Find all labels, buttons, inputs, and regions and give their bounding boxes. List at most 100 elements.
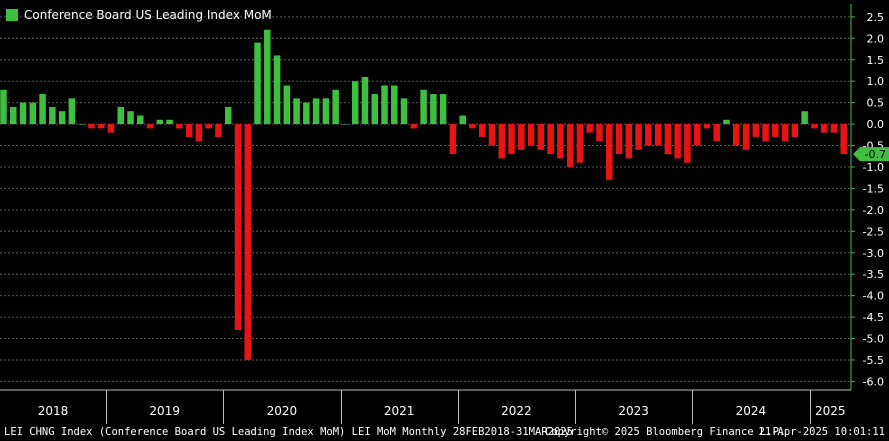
bar [381, 85, 388, 125]
bar [97, 124, 105, 129]
bar [185, 124, 193, 137]
bar [772, 124, 779, 137]
y-tick-label: -5.0 [863, 333, 884, 346]
bar [508, 124, 515, 155]
y-tick-label: 0.0 [867, 118, 885, 131]
y-tick-label: -5.5 [863, 354, 884, 367]
last-value-tag [853, 147, 889, 162]
bar [674, 124, 681, 159]
bar [684, 124, 691, 163]
bar [176, 124, 183, 129]
bar [195, 124, 203, 142]
bar [303, 102, 310, 125]
bar [527, 124, 535, 146]
y-tick-label: -2.5 [863, 225, 884, 238]
bar [801, 111, 808, 125]
y-tick-label: 0.5 [867, 97, 885, 110]
chart-footer: LEI CHNG Index (Conference Board US Lead… [0, 426, 889, 441]
bar [820, 124, 828, 133]
x-tick-label: 2019 [149, 404, 180, 418]
bar [137, 115, 144, 125]
bar [430, 94, 437, 125]
chart-legend: Conference Board US Leading Index MoM [6, 8, 272, 22]
footer-copyright: Copyright© 2025 Bloomberg Finance L.P. [545, 426, 786, 438]
bar [566, 124, 574, 167]
bar [478, 124, 486, 137]
bar [811, 124, 818, 129]
bar [518, 124, 525, 150]
bar [586, 124, 593, 133]
x-tick-label: 2025 [815, 404, 846, 418]
y-tick-label: -6.0 [863, 375, 884, 388]
bar [342, 124, 349, 125]
bar [78, 124, 85, 125]
bar [146, 124, 154, 129]
bar [664, 124, 672, 155]
bar [635, 124, 642, 150]
legend-swatch-icon [6, 9, 18, 21]
bar [605, 124, 613, 180]
bar [19, 102, 27, 125]
bar [713, 124, 720, 142]
bar [264, 29, 271, 125]
legend-label: Conference Board US Leading Index MoM [24, 8, 272, 22]
bar [654, 124, 662, 146]
bar [469, 124, 476, 129]
y-tick-label: -3.0 [863, 247, 884, 260]
x-tick-label: 2018 [38, 404, 69, 418]
bar [547, 124, 554, 155]
y-tick-label: -2.0 [863, 204, 884, 217]
last-value-label: -0.7 [865, 148, 886, 161]
bar [322, 98, 330, 125]
bar [254, 42, 261, 125]
bar [762, 124, 769, 142]
bar [0, 89, 7, 125]
x-tick-label: 2022 [501, 404, 532, 418]
y-tick-label: -1.5 [863, 182, 884, 195]
bar [215, 124, 222, 137]
bar [449, 124, 457, 155]
y-tick-label: -4.5 [863, 311, 884, 324]
bar [283, 85, 291, 125]
bar [58, 111, 66, 125]
footer-timestamp: 21-Apr-2025 10:01:11 [758, 426, 885, 438]
bar [107, 124, 115, 133]
bar [498, 124, 506, 159]
bar [420, 89, 427, 125]
bar [576, 124, 584, 163]
x-tick-label: 2023 [618, 404, 649, 418]
bar [224, 106, 232, 125]
bar [68, 98, 76, 125]
bar [117, 106, 124, 125]
bar [127, 111, 134, 125]
bar [39, 94, 46, 125]
bar [391, 85, 398, 125]
bar [693, 124, 701, 146]
bar [752, 124, 760, 137]
bar [312, 98, 320, 125]
bar [488, 124, 496, 146]
bar [781, 124, 789, 142]
x-tick-label: 2021 [384, 404, 415, 418]
bar [49, 106, 56, 125]
x-tick-label: 2020 [267, 404, 298, 418]
bar [615, 124, 623, 155]
bar [371, 94, 379, 125]
y-tick-label: -4.0 [863, 290, 884, 303]
y-tick-label: -3.5 [863, 268, 884, 281]
bar [703, 124, 711, 129]
bar [537, 124, 545, 150]
bar [156, 119, 164, 125]
bar [645, 124, 652, 146]
y-tick-label: 1.0 [867, 75, 885, 88]
bar [351, 81, 359, 125]
bar [557, 124, 564, 159]
bar [332, 89, 339, 125]
bar [244, 124, 251, 360]
bar [88, 124, 95, 129]
bar [840, 124, 847, 155]
bar [733, 124, 740, 146]
y-tick-label: 1.5 [867, 54, 885, 67]
bar [29, 102, 37, 125]
